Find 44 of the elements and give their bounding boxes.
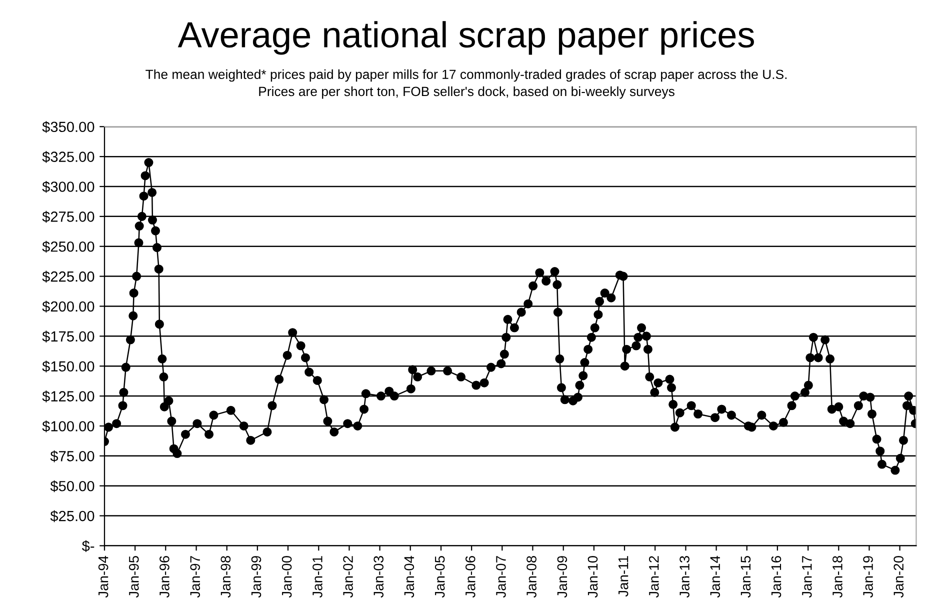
- y-tick-label: $275.00: [42, 210, 94, 223]
- x-tick-label: Jan-14: [710, 556, 720, 598]
- y-tick-label: $50.00: [50, 480, 94, 492]
- x-tick-label: Jan-97: [190, 556, 200, 598]
- x-tick-label: Jan-01: [312, 556, 322, 598]
- x-tick-label: Jan-19: [863, 556, 873, 598]
- y-tick-label: $75.00: [50, 450, 94, 462]
- chart-subtitle: The mean weighted* prices paid by paper mills for 17 commonly-traded grades of scrap paper across the U.S. Prices are per short ton, FOB seller's dock, based on bi-weekly surveys: [146, 69, 787, 99]
- x-tick-label: Jan-95: [128, 556, 139, 598]
- x-tick-label: Jan-06: [465, 556, 476, 598]
- y-tick-label: $350.00: [42, 121, 94, 133]
- x-tick-label: Jan-08: [526, 556, 536, 598]
- x-tick-label: Jan-12: [648, 556, 659, 598]
- y-tick-label: $150.00: [42, 360, 94, 372]
- x-tick-label: Jan-94: [98, 556, 108, 598]
- y-tick-label: $25.00: [50, 510, 94, 522]
- x-tick-label: Jan-10: [588, 556, 598, 598]
- y-tick-label: $225.00: [42, 270, 94, 283]
- x-tick-label: Jan-07: [496, 556, 506, 598]
- x-tick-label: Jan-98: [220, 556, 231, 598]
- x-tick-label: Jan-11: [618, 556, 628, 597]
- y-tick-label: $175.00: [42, 330, 94, 342]
- y-tick-label: $250.00: [42, 240, 94, 253]
- y-tick-label: $200.00: [42, 300, 94, 313]
- y-tick-label: $325.00: [42, 151, 94, 163]
- x-tick-label: Jan-99: [251, 556, 262, 598]
- x-tick-label: Jan-18: [832, 556, 842, 598]
- x-tick-label: Jan-03: [374, 556, 384, 598]
- y-tick-label: $125.00: [42, 390, 94, 402]
- x-tick-label: Jan-04: [404, 556, 414, 598]
- y-tick-label: $100.00: [42, 420, 94, 432]
- x-tick-label: Jan-16: [771, 556, 782, 598]
- x-tick-label: Jan-09: [557, 556, 568, 598]
- x-tick-label: Jan-96: [160, 556, 170, 598]
- chart-title: Average national scrap paper prices: [178, 21, 754, 55]
- x-tick-label: Jan-17: [802, 556, 812, 598]
- y-tick-label: $-: [82, 540, 94, 552]
- x-tick-label: Jan-20: [894, 556, 904, 598]
- y-tick-label: $300.00: [42, 180, 94, 193]
- x-tick-label: Jan-15: [740, 556, 751, 598]
- x-tick-label: Jan-13: [680, 556, 690, 598]
- x-tick-label: Jan-05: [434, 556, 445, 598]
- x-tick-label: Jan-02: [343, 556, 353, 598]
- x-tick-label: Jan-00: [282, 556, 292, 598]
